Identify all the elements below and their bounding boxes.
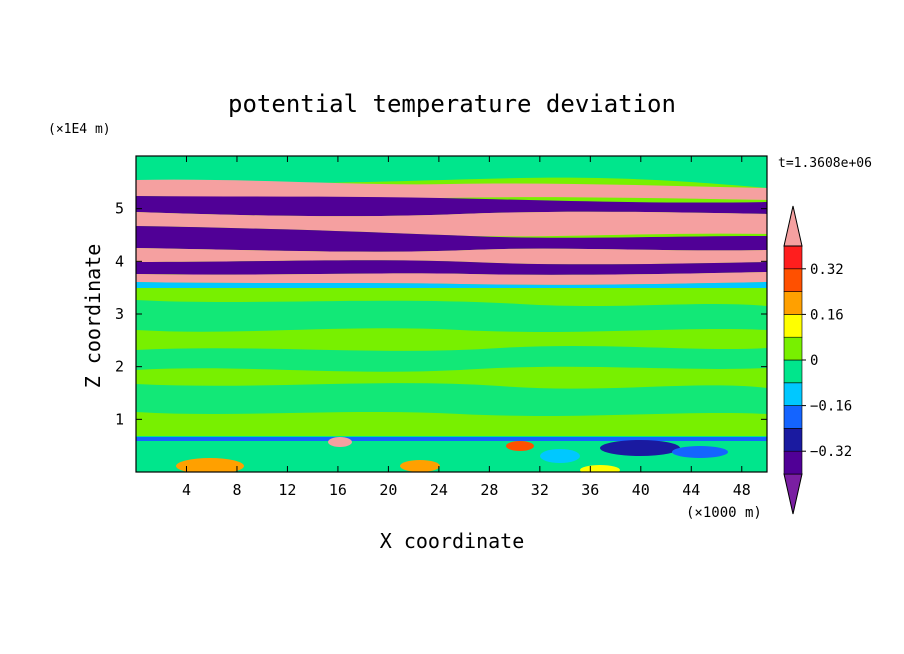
pink-band-3-7: [136, 272, 767, 285]
x-tick-label: 44: [682, 481, 700, 499]
negative-blob-46: [672, 446, 728, 458]
x-unit-label: (×1000 m): [686, 505, 762, 521]
y-tick-label: 2: [115, 358, 124, 376]
time-annotation: t=1.3608e+06: [778, 156, 872, 171]
colorbar-bin: [783, 245, 803, 270]
y-tick-label: 3: [115, 305, 124, 323]
positive-blob-16: [328, 437, 352, 447]
x-tick-label: 48: [733, 481, 751, 499]
colorbar-label: 0: [810, 353, 818, 369]
x-tick-label: 20: [379, 481, 397, 499]
x-tick-label: 28: [480, 481, 498, 499]
x-axis: 4 8 12 16 20 24 28 32 36 40 44 48: [182, 156, 751, 499]
blue-line-0-6: [136, 437, 767, 441]
top-green-band: [136, 156, 767, 188]
x-tick-label: 36: [581, 481, 599, 499]
x-tick-label: 12: [278, 481, 296, 499]
positive-blob-6: [176, 458, 244, 472]
x-tick-label: 24: [430, 481, 448, 499]
colorbar-bin: [783, 314, 803, 338]
purple-band-3-9: [136, 260, 767, 275]
mid-green-band-3: [136, 300, 767, 332]
y-tick-label: 1: [115, 410, 124, 428]
pink-band-4-8: [136, 211, 767, 237]
purple-band-5-1: [136, 196, 767, 217]
colorbar-label: −0.16: [810, 399, 852, 415]
x-tick-label: 4: [182, 481, 191, 499]
x-tick-label: 16: [329, 481, 347, 499]
colorbar-label: −0.32: [810, 444, 852, 460]
cyan-blob-34: [540, 449, 580, 463]
x-axis-title: X coordinate: [380, 529, 525, 553]
colorbar-bin: [783, 382, 803, 406]
y-unit-label: (×1E4 m): [48, 122, 111, 137]
colorbar: 0.32 0.16 0 −0.16 −0.32: [783, 205, 852, 515]
pink-band-5-5: [136, 179, 767, 200]
y-tick-label: 4: [115, 252, 124, 270]
negative-blob-40: [600, 440, 680, 456]
x-tick-label: 40: [632, 481, 650, 499]
colorbar-bin: [783, 268, 803, 292]
positive-blob-31: [506, 441, 534, 451]
cyan-band-3-6: [136, 282, 767, 288]
colorbar-label: 0.16: [810, 307, 844, 323]
y-tick-label: 5: [115, 200, 124, 218]
colorbar-bin: [783, 359, 803, 384]
y-axis-title: Z coordinate: [81, 244, 105, 389]
colorbar-bin: [783, 405, 803, 429]
colorbar-bin: [783, 336, 803, 361]
mid-green-band-1: [136, 383, 767, 416]
y-axis: 1 2 3 4 5: [115, 200, 767, 428]
contour-field: [136, 156, 767, 472]
positive-blob-37: [580, 465, 620, 472]
colorbar-max-arrow: [783, 205, 803, 247]
colorbar-bin: [783, 428, 803, 452]
colorbar-min-arrow: [783, 473, 803, 515]
pink-band-4-2: [136, 248, 767, 265]
colorbar-label: 0.32: [810, 262, 844, 278]
purple-band-4-5: [136, 226, 767, 252]
colorbar-bin: [783, 450, 803, 475]
chart-title: potential temperature deviation: [228, 90, 676, 118]
positive-blob-23: [400, 460, 440, 472]
x-tick-label: 8: [232, 481, 241, 499]
x-tick-label: 32: [531, 481, 549, 499]
mid-green-band-2: [136, 346, 767, 372]
colorbar-bin: [783, 291, 803, 315]
